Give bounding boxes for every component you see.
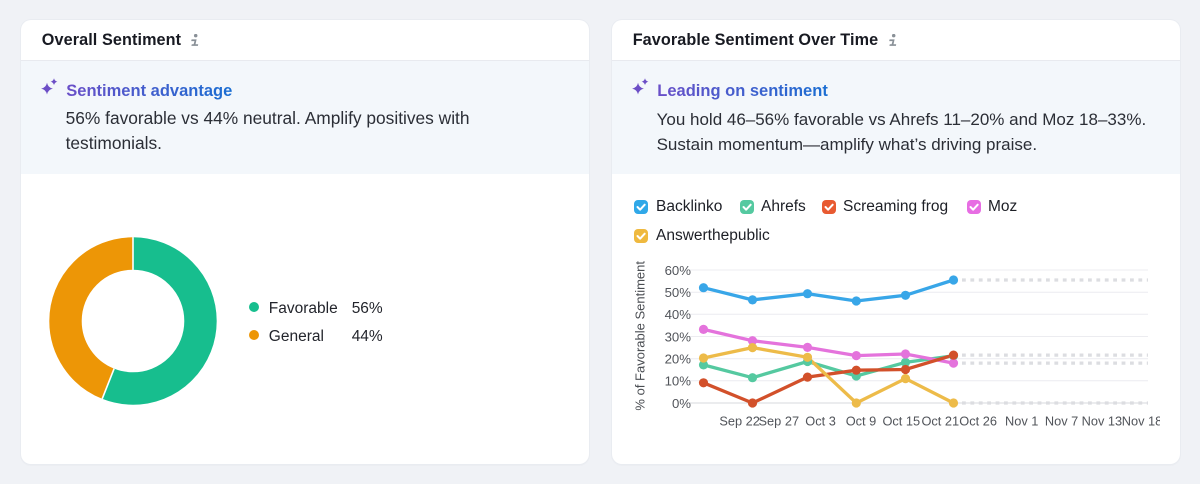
- svg-text:Oct 21: Oct 21: [921, 414, 959, 429]
- svg-text:30%: 30%: [665, 329, 692, 344]
- svg-text:10%: 10%: [665, 374, 692, 389]
- svg-text:% of Favorable Sentiment: % of Favorable Sentiment: [633, 261, 648, 411]
- svg-text:Nov 1: Nov 1: [1005, 414, 1038, 429]
- svg-text:Sep 27: Sep 27: [759, 414, 800, 429]
- svg-text:50%: 50%: [665, 285, 692, 300]
- svg-text:Nov 13: Nov 13: [1082, 414, 1123, 429]
- svg-text:Oct 15: Oct 15: [882, 414, 920, 429]
- svg-text:Oct 26: Oct 26: [959, 414, 997, 429]
- svg-text:60%: 60%: [665, 263, 692, 278]
- svg-text:40%: 40%: [665, 307, 692, 322]
- svg-text:Nov 7: Nov 7: [1045, 414, 1078, 429]
- svg-text:0%: 0%: [672, 396, 691, 411]
- svg-text:Oct 9: Oct 9: [846, 414, 877, 429]
- svg-text:20%: 20%: [665, 352, 692, 367]
- svg-text:Nov 18: Nov 18: [1122, 414, 1160, 429]
- svg-text:Oct 3: Oct 3: [805, 414, 836, 429]
- svg-text:Sep 22: Sep 22: [719, 414, 760, 429]
